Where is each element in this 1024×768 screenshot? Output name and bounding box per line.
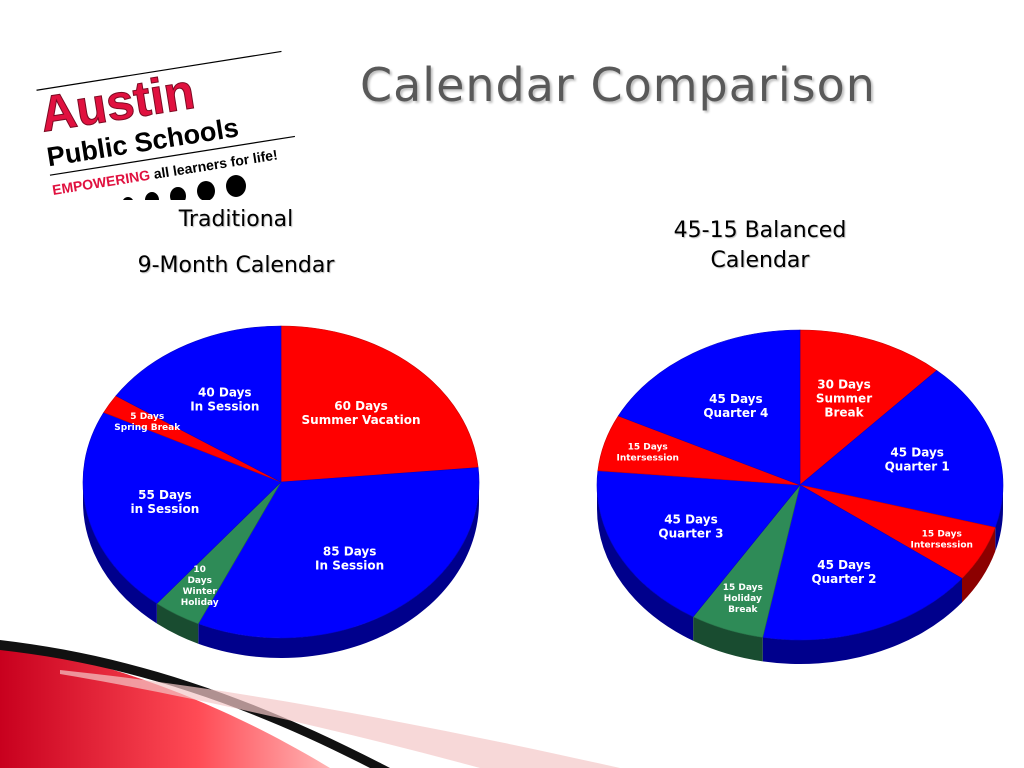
decorative-swoosh [0, 640, 620, 768]
pie-0-side-3 [83, 482, 157, 624]
pie-1-slice-5 [596, 470, 801, 618]
pie-side-walls [597, 485, 1004, 664]
pie-0-label-1-line-0: 85 Days [323, 545, 377, 559]
pie-0-label-5: 40 Days In Session [190, 386, 259, 414]
pie-0-label-3-line-0: 55 Days [138, 488, 192, 502]
pie-0-slice-5 [115, 325, 282, 483]
pie-1-label-5: 45 Days Quarter 3 [658, 513, 723, 541]
pie-1-side-2 [961, 527, 996, 603]
pie-1-label-4: 15 Days Holiday Break [723, 583, 763, 615]
pie-0-label-4-line-1: Spring Break [114, 423, 181, 433]
pie-1-label-0-line-1: Summer [816, 391, 872, 405]
pie-1-label-2-line-0: 15 Days [922, 530, 962, 540]
pie-1-label-1-line-1: Quarter 1 [885, 460, 950, 474]
pie-0-slice-1 [197, 467, 480, 639]
pie-0-label-3-line-1: in Session [131, 502, 200, 516]
pie-0-label-2-line-1: Days [187, 576, 212, 586]
pie-1-label-1-line-0: 45 Days [890, 446, 944, 460]
pie-1-label-6-line-0: 15 Days [628, 443, 668, 453]
pie-1-label-7: 45 Days Quarter 4 [703, 392, 768, 420]
pie-1-slice-3 [762, 484, 963, 641]
pie-1-side-4 [693, 616, 763, 662]
pie-1-label-3: 45 Days Quarter 2 [811, 558, 876, 586]
pie-0-label-4: 5 Days Spring Break [114, 412, 181, 433]
pie-top-faces [82, 325, 480, 639]
pie-0-slice-3 [82, 412, 282, 604]
traditional-title-line-1: Traditional [178, 207, 294, 232]
pie-0-label-0-line-1: Summer Vacation [302, 413, 421, 427]
pie-0-label-1: 85 Days In Session [315, 545, 384, 573]
pie-1-label-2: 15 Days Intersession [911, 530, 973, 551]
pie-1-label-4-line-2: Break [728, 605, 758, 615]
pie-1-label-6: 15 Days Intersession [616, 443, 678, 464]
pie-0-label-1-line-1: In Session [315, 559, 384, 573]
pie-1-label-0-line-0: 30 Days [817, 377, 871, 391]
pie-0-label-5-line-0: 40 Days [198, 386, 252, 400]
pie-1-label-6-line-1: Intersession [616, 454, 678, 464]
pie-1-side-1 [995, 485, 1004, 552]
pie-0-label-2-line-0: 10 [193, 565, 206, 575]
pie-1-label-3-line-0: 45 Days [817, 558, 871, 572]
balanced-chart-title: 45-15 Balanced Calendar [610, 216, 910, 276]
pie-0-label-2-line-3: Holiday [181, 598, 219, 608]
balanced-title-line-2: Calendar [710, 248, 810, 273]
pie-1-label-7-line-0: 45 Days [709, 392, 763, 406]
traditional-chart-title: Traditional 9-Month Calendar [96, 205, 376, 281]
pie-0-label-4-line-0: 5 Days [130, 412, 164, 422]
pie-1-label-3-line-1: Quarter 2 [811, 572, 876, 586]
pie-0-side-2 [156, 603, 199, 644]
pie-0-label-0-line-0: 60 Days [334, 399, 388, 413]
traditional-title-line-2: 9-Month Calendar [137, 253, 335, 278]
pie-0-label-3: 55 Days in Session [131, 488, 200, 516]
slide-title: Calendar Comparison [360, 58, 876, 112]
pie-0-label-2: 10 Days Winter Holiday [181, 565, 219, 608]
handprint-icons [123, 175, 246, 200]
pie-1-slice-7 [617, 329, 801, 486]
austin-public-schools-logo: Austin Public Schools EMPOWERING all lea… [36, 50, 296, 200]
pie-1-label-0-line-2: Break [824, 405, 864, 419]
pie-0-label-0: 60 Days Summer Vacation [302, 399, 421, 427]
pie-1-slice-1 [799, 370, 1004, 528]
pie-1-label-5-line-1: Quarter 3 [658, 527, 723, 541]
pie-1-label-1: 45 Days Quarter 1 [885, 446, 950, 474]
pie-side-walls [83, 482, 480, 658]
balanced-title-line-1: 45-15 Balanced [673, 218, 847, 243]
pie-1-label-4-line-0: 15 Days [723, 583, 763, 593]
pie-1-label-2-line-1: Intersession [911, 541, 973, 551]
pie-1-label-7-line-1: Quarter 4 [703, 406, 768, 420]
pie-1-label-0: 30 Days Summer Break [816, 377, 872, 419]
pie-1-label-5-line-0: 45 Days [664, 513, 718, 527]
pie-1-label-4-line-1: Holiday [724, 594, 762, 604]
pie-0-label-5-line-1: In Session [190, 400, 259, 414]
pie-1-side-5 [597, 485, 694, 641]
pie-1-slice-0 [799, 329, 938, 486]
pie-0-slice-0 [280, 325, 479, 483]
pie-0-label-2-line-2: Winter [183, 587, 218, 597]
pie-1-side-3 [762, 578, 962, 664]
pie-top-faces [596, 329, 1004, 641]
pie-0-side-1 [198, 482, 480, 658]
